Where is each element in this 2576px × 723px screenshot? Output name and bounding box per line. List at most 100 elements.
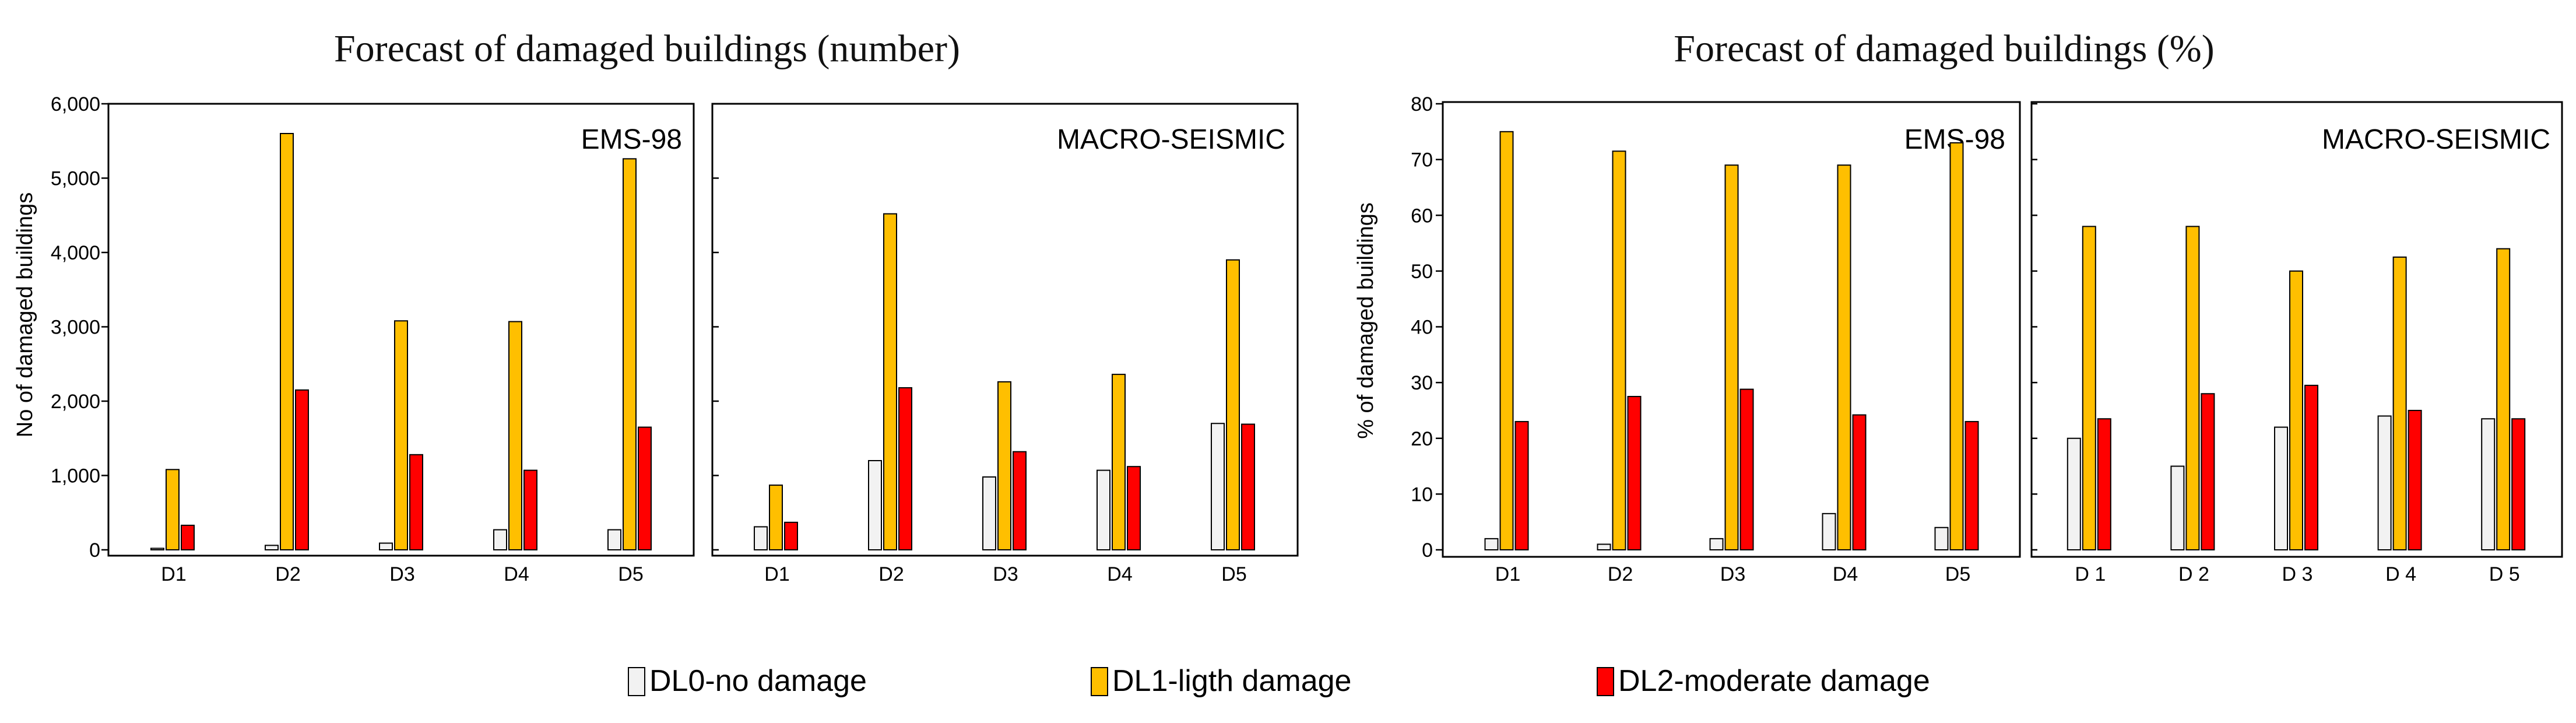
x-tick-labels: D1 D2 D3 D4 D5 [1495,563,1970,585]
bar-dl0-d5 [1211,423,1225,550]
bar-dl2-d2 [295,389,309,550]
x-tick-label: D1 [764,563,789,585]
bar-dl0-d3 [379,542,393,551]
bar-dl2-d3 [2304,384,2318,550]
x-tick-label: D3 [389,563,414,585]
y-tick-label: 6,000 [51,93,100,115]
legend-item-dl2: DL2-moderate damage [1597,664,1930,698]
bar-dl2-d4 [2408,409,2422,550]
x-tick-label: D 3 [2282,563,2313,585]
bar-group [150,133,652,551]
legend-label: DL1-ligth damage [1112,664,1351,698]
panel-ems98: EMS-98 D1 D2 D3 D4 D5 [107,103,695,585]
y-tick-label: 60 [1411,205,1433,227]
y-tick-label: 50 [1411,261,1433,283]
panel-label: EMS-98 [581,124,682,155]
x-tick-label: D3 [993,563,1018,585]
bar-dl0-d2 [1597,543,1611,550]
x-tick-label: D4 [504,563,529,585]
bar-dl0-d2 [2170,465,2185,550]
bar-group [2031,103,2526,551]
x-tick-label: D5 [1221,563,1246,585]
bar-dl1-d5 [623,158,637,551]
bar-dl0-d4 [2377,415,2392,550]
bar-dl1-d1 [769,485,783,551]
y-tick-label: 2,000 [51,391,100,413]
x-tick-label: D4 [1107,563,1132,585]
bar-dl1-d3 [1724,164,1739,550]
x-tick-label: D 5 [2489,563,2520,585]
x-tick-labels: D 1 D 2 D 3 D 4 D 5 [2075,563,2519,585]
bar-dl1-d5 [1226,259,1240,550]
panel-label: MACRO-SEISMIC [1057,124,1285,155]
x-tick-label: D4 [1833,563,1858,585]
bar-dl0-d1 [754,526,768,550]
legend-swatch [1091,667,1108,696]
bar-dl1-d4 [508,321,522,550]
bar-dl1-d2 [1612,150,1626,550]
bar-dl1-d3 [997,381,1011,550]
bar-dl1-d3 [2289,270,2303,550]
bar-dl2-d3 [1739,388,1754,550]
bar-dl2-d5 [1241,423,1255,551]
chart-title: Forecast of damaged buildings (%) [1674,27,2214,70]
bar-dl0-d3 [2274,426,2288,550]
x-tick-label: D 4 [2385,563,2416,585]
y-tick-label: 10 [1411,483,1433,506]
chart-title: Forecast of damaged buildings (number) [334,27,960,70]
y-tick-label: 80 [1411,93,1433,115]
x-tick-label: D3 [1720,563,1745,585]
bar-dl2-d3 [1013,451,1027,551]
bar-dl2-d5 [2511,418,2526,550]
y-tick-label: 20 [1411,428,1433,450]
x-tick-label: D2 [1608,563,1633,585]
bar-dl1-d1 [1499,131,1514,550]
x-tick-labels: D1 D2 D3 D4 D5 [161,563,643,585]
bar-dl2-d5 [1964,421,1979,550]
y-tick-label: 3,000 [51,317,100,339]
y-tick-label: 0 [89,539,100,561]
legend-item-dl0: DL0-no damage [628,664,867,698]
bar-dl0-d4 [1097,469,1110,551]
legend-item-dl1: DL1-ligth damage [1091,664,1351,698]
bar-dl2-d5 [638,426,652,550]
bar-dl1-d2 [883,213,897,550]
y-tick-label: 70 [1411,149,1433,171]
x-tick-label: D2 [275,563,300,585]
bar-dl0-d4 [493,529,507,551]
bar-dl2-d4 [1852,414,1867,551]
bar-dl1-d2 [2185,226,2200,550]
bar-dl2-d3 [409,454,423,550]
x-tick-label: D1 [161,563,186,585]
bar-dl0-d2 [265,545,279,550]
y-axis-label: No of damaged buildings [13,192,37,437]
y-tick-label: 30 [1411,372,1433,394]
panel-macro-seismic: MACRO-SEISMIC D 1 D 2 D 3 D 4 D 5 [2030,101,2563,585]
legend-swatch [628,667,645,696]
bar-dl1-d5 [1949,142,1964,550]
bar-dl1-d3 [394,320,408,550]
panel-ems98: EMS-98 D1 D2 D3 D4 D5 [1442,101,2021,585]
bar-dl2-d1 [181,524,195,550]
y-axis-label: % of damaged buildings [1354,202,1378,439]
y-axis: 0 10 20 30 40 50 60 70 80 [1411,93,1444,561]
bar-dl1-d4 [1837,164,1851,550]
bar-dl2-d2 [898,387,912,550]
bar-dl2-d2 [1627,396,1642,550]
x-tick-label: D 1 [2075,563,2106,585]
legend-label: DL2-moderate damage [1618,664,1930,698]
bar-dl1-d1 [166,469,180,550]
bar-dl1-d4 [2392,256,2407,550]
bar-dl2-d4 [523,469,537,551]
bar-group [712,103,1255,551]
x-tick-label: D2 [878,563,904,585]
x-tick-label: D 2 [2178,563,2209,585]
bar-dl0-d2 [868,460,882,550]
bar-dl0-d3 [982,476,996,550]
bar-dl2-d1 [1514,421,1529,550]
y-tick-label: 40 [1411,317,1433,339]
bar-dl1-d5 [2496,248,2511,550]
bar-dl0-d3 [1709,538,1724,550]
bar-dl1-d2 [280,133,294,550]
